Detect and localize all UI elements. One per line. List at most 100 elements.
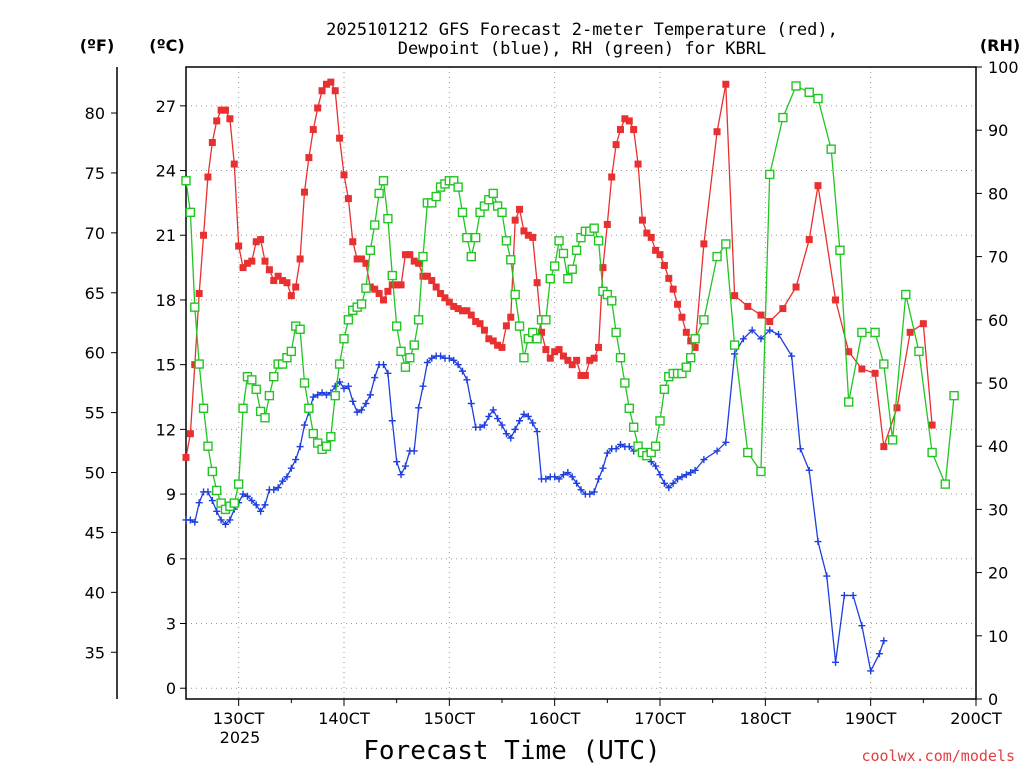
data-point xyxy=(871,369,879,377)
rh-tick-label: 10 xyxy=(988,627,1008,646)
data-point xyxy=(607,296,617,306)
data-point xyxy=(880,637,888,645)
data-point xyxy=(545,274,555,284)
data-point xyxy=(299,378,310,388)
data-point xyxy=(511,425,519,433)
data-point xyxy=(344,195,352,203)
data-point xyxy=(217,106,225,114)
data-point xyxy=(681,362,692,372)
data-point xyxy=(445,354,453,362)
celsius-tick-label: 6 xyxy=(166,550,176,569)
data-point xyxy=(757,335,765,343)
data-point xyxy=(880,443,888,451)
data-point xyxy=(538,328,545,336)
data-point xyxy=(222,106,229,114)
data-point xyxy=(589,223,599,233)
series-1 xyxy=(182,326,888,675)
data-point xyxy=(480,421,488,429)
celsius-unit-label: (ºC) xyxy=(149,36,184,55)
data-point xyxy=(731,350,739,358)
data-point xyxy=(459,367,466,375)
data-point xyxy=(322,80,330,88)
data-point xyxy=(643,229,651,237)
data-point xyxy=(678,313,686,321)
data-point xyxy=(628,422,639,432)
data-point xyxy=(185,207,196,218)
data-point xyxy=(674,475,682,483)
rh-tick-label: 20 xyxy=(988,564,1008,583)
data-point xyxy=(634,160,642,168)
data-point xyxy=(257,236,265,244)
data-point xyxy=(488,188,498,199)
data-point xyxy=(949,390,959,401)
data-point xyxy=(308,428,318,439)
data-point xyxy=(690,334,700,344)
data-point xyxy=(371,374,379,382)
data-point xyxy=(287,464,295,472)
x-tick-label: 150CT xyxy=(424,709,476,728)
data-point xyxy=(200,231,208,239)
data-point xyxy=(660,261,668,269)
data-point xyxy=(599,264,607,272)
data-point xyxy=(630,126,638,134)
data-point xyxy=(459,307,466,315)
fahrenheit-tick-label: 50 xyxy=(85,464,105,483)
data-point xyxy=(620,378,630,388)
data-point xyxy=(687,469,695,477)
data-point xyxy=(788,352,796,360)
data-point xyxy=(564,469,572,477)
data-point xyxy=(840,591,848,599)
fahrenheit-tick-label: 70 xyxy=(85,224,105,243)
data-point xyxy=(380,296,387,304)
data-point xyxy=(519,353,529,363)
data-point xyxy=(612,445,620,453)
series-line xyxy=(186,329,885,673)
chart-title-line-1: 2025101212 GFS Forecast 2-meter Temperat… xyxy=(326,20,838,40)
data-point xyxy=(533,279,541,287)
data-point xyxy=(625,443,633,451)
data-point xyxy=(875,650,883,658)
data-point xyxy=(494,415,502,423)
celsius-tick-label: 24 xyxy=(156,162,176,181)
axes: 130CT 140CT 150CT 160CT 170CT 180CT 190CT 200CT… xyxy=(85,58,1019,728)
data-point xyxy=(186,516,194,524)
data-point xyxy=(559,352,567,360)
data-point xyxy=(858,622,866,630)
data-point xyxy=(655,416,665,426)
data-point xyxy=(748,326,756,334)
data-point xyxy=(413,315,424,325)
data-point xyxy=(555,346,563,354)
fahrenheit-tick-label: 40 xyxy=(85,583,105,602)
celsius-tick-label: 27 xyxy=(156,97,176,116)
x-axis-title: Forecast Time (UTC) xyxy=(363,736,660,766)
data-point xyxy=(235,242,243,250)
data-point xyxy=(339,334,349,344)
data-point xyxy=(586,356,594,364)
data-point xyxy=(318,389,326,397)
fahrenheit-tick-label: 80 xyxy=(85,104,105,123)
rh-tick-label: 50 xyxy=(988,374,1008,393)
data-point xyxy=(722,438,730,446)
data-point xyxy=(226,115,234,123)
data-point xyxy=(380,361,387,369)
data-point xyxy=(832,296,840,304)
data-point xyxy=(296,255,304,263)
fahrenheit-tick-label: 65 xyxy=(85,284,105,303)
data-point xyxy=(498,421,506,429)
data-point xyxy=(551,473,559,481)
data-point xyxy=(927,447,937,458)
x-tick-label: 170CT xyxy=(634,709,686,728)
data-point xyxy=(198,403,209,413)
data-point xyxy=(571,245,582,255)
data-point xyxy=(396,346,406,357)
data-point xyxy=(743,447,753,458)
data-point xyxy=(239,490,247,498)
data-point xyxy=(356,299,367,309)
data-point xyxy=(304,403,314,413)
data-point xyxy=(656,471,664,479)
data-point xyxy=(274,484,282,492)
data-point xyxy=(252,501,260,509)
fahrenheit-tick-label: 45 xyxy=(85,523,105,542)
data-point xyxy=(567,264,577,274)
data-point xyxy=(682,328,690,336)
